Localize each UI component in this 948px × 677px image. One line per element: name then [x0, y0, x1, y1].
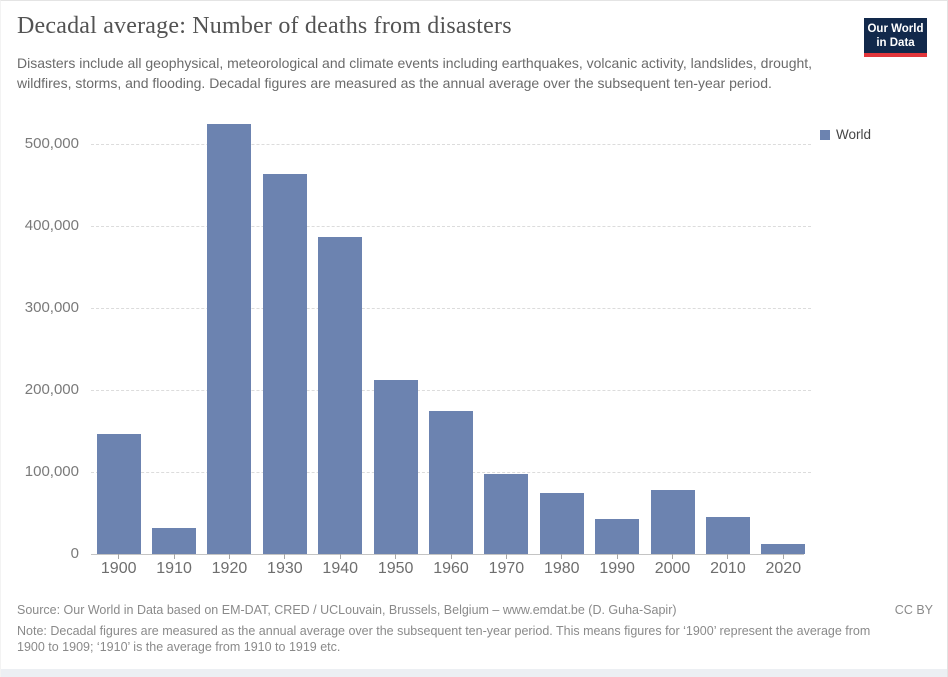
- plot-area: 0 100,000 200,000 300,000 400,000 500,000 1900…: [25, 119, 811, 577]
- bar-1960[interactable]: [429, 411, 473, 554]
- gridline-500000: [91, 143, 811, 145]
- gridline-400000: [91, 225, 811, 227]
- axis-tick-2000: [672, 554, 674, 559]
- x-axis-label-1980: 1980: [543, 560, 580, 577]
- bar-1920[interactable]: [207, 123, 252, 554]
- source-text: Source: Our World in Data based on EM-DA…: [17, 603, 677, 617]
- y-axis-label-200000: 200,000: [24, 380, 79, 398]
- license-link[interactable]: CC BY: [894, 603, 933, 617]
- legend-swatch-icon: [820, 129, 830, 140]
- axis-tick-1970: [505, 554, 507, 559]
- x-axis-label-1960: 1960: [433, 560, 469, 577]
- owid-logo-line2: in Data: [876, 37, 915, 49]
- owid-logo-line1: Our World: [867, 23, 924, 35]
- bar-2020[interactable]: [761, 544, 806, 554]
- gridline-200000: [91, 389, 811, 391]
- axis-tick-1910: [173, 554, 175, 559]
- y-axis-label-400000: 400,000: [24, 216, 79, 234]
- axis-tick-2010: [727, 554, 729, 559]
- bar-1980[interactable]: [539, 493, 584, 554]
- bar-1910[interactable]: [152, 527, 197, 554]
- owid-logo[interactable]: Our World in Data: [864, 18, 927, 57]
- axis-tick-1960: [450, 554, 452, 559]
- bar-2000[interactable]: [650, 489, 695, 554]
- x-axis-label-1990: 1990: [599, 560, 635, 577]
- x-axis-label-1950: 1950: [377, 560, 414, 577]
- x-axis-label-2010: 2010: [710, 560, 746, 577]
- chart-subtitle: Disasters include all geophysical, meteo…: [17, 55, 813, 91]
- axis-tick-1920: [228, 554, 230, 559]
- bar-2010[interactable]: [705, 517, 750, 554]
- y-axis-label-500000: 500,000: [24, 134, 79, 152]
- x-axis-label-1940: 1940: [322, 560, 359, 577]
- x-axis-label-1920: 1920: [211, 560, 248, 577]
- x-axis-label-2000: 2000: [654, 560, 691, 577]
- bar-1930[interactable]: [262, 173, 307, 554]
- legend-label: World: [836, 127, 872, 142]
- axis-tick-2020: [782, 554, 784, 559]
- bar-1990[interactable]: [595, 518, 640, 554]
- chart-footer: Source: Our World in Data based on EM-DA…: [17, 602, 933, 655]
- page-title: Decadal average: Number of deaths from d…: [17, 13, 512, 39]
- axis-tick-1940: [339, 554, 341, 559]
- axis-tick-1990: [616, 554, 618, 559]
- axis-tick-1980: [561, 554, 563, 559]
- bottom-strip: [1, 669, 947, 677]
- bar-1950[interactable]: [373, 380, 418, 554]
- legend-world[interactable]: World: [820, 127, 871, 142]
- axis-tick-1900: [118, 554, 120, 559]
- axis-tick-1930: [284, 554, 286, 559]
- y-axis-label-100000: 100,000: [24, 462, 79, 480]
- x-axis-label-1970: 1970: [488, 560, 525, 577]
- note-text: Note: Decadal figures are measured as th…: [17, 624, 871, 654]
- x-axis-label-1900: 1900: [100, 560, 137, 577]
- x-axis-line: [91, 554, 804, 555]
- axis-tick-1950: [395, 554, 397, 559]
- x-axis-label-2020: 2020: [765, 560, 802, 577]
- bar-1940[interactable]: [318, 237, 363, 554]
- bar-1970[interactable]: [484, 473, 529, 554]
- y-axis-label-0: 0: [70, 545, 79, 562]
- bar-1900[interactable]: [96, 434, 141, 554]
- y-axis-label-300000: 300,000: [24, 298, 79, 316]
- x-axis-label-1910: 1910: [156, 560, 192, 577]
- gridline-300000: [91, 307, 811, 309]
- x-axis-label-1930: 1930: [267, 560, 303, 577]
